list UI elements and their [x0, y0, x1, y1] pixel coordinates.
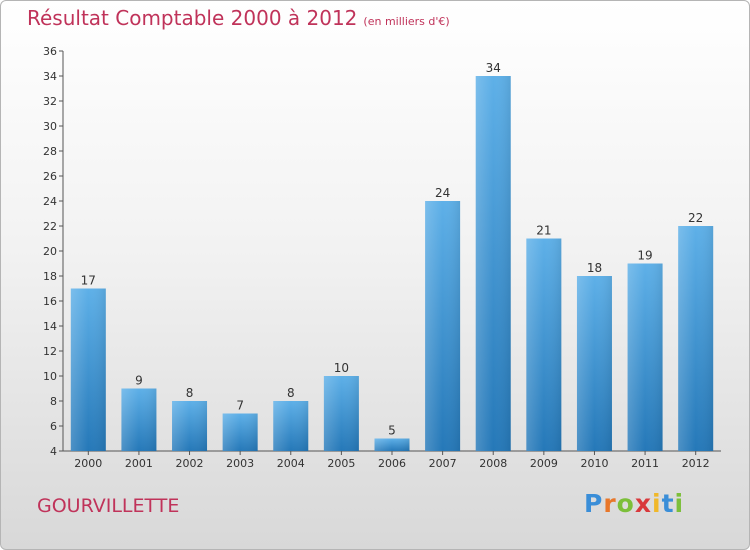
data-label: 19 — [637, 249, 652, 263]
y-tick-label: 8 — [50, 395, 57, 408]
bar-shade-2003 — [222, 413, 258, 451]
data-label: 24 — [435, 186, 450, 200]
bar-chart: 4 6 8 10 12 14 16 18 20 22 24 26 28 30 32 34 36 2000 2001 2… — [43, 45, 721, 470]
bar-shade-2008 — [475, 76, 511, 451]
data-label: 9 — [135, 374, 143, 388]
y-tick-label: 20 — [43, 245, 57, 258]
data-label: 17 — [81, 274, 96, 288]
bar-shade-2002 — [172, 401, 208, 451]
data-labels: 17 9 8 7 8 10 5 24 34 21 18 19 22 — [81, 61, 704, 438]
y-tick-label: 26 — [43, 170, 57, 183]
bar-shade-2001 — [121, 388, 157, 451]
logo-letter: x — [634, 489, 652, 518]
y-tick-label: 16 — [43, 295, 57, 308]
x-tick-label: 2001 — [125, 457, 153, 470]
data-label: 10 — [334, 361, 349, 375]
bar-shade-2010 — [576, 276, 612, 451]
x-tick-label: 2006 — [378, 457, 406, 470]
x-tick-label: 2004 — [277, 457, 305, 470]
bar-shade-2009 — [526, 238, 562, 451]
y-tick-label: 18 — [43, 270, 57, 283]
logo-letter: i — [652, 489, 662, 518]
y-tick-label: 30 — [43, 120, 57, 133]
data-label: 18 — [587, 261, 602, 275]
x-tick-label: 2000 — [74, 457, 102, 470]
x-tick-label: 2012 — [682, 457, 710, 470]
chart-unit: (en milliers d'€) — [363, 15, 450, 28]
bar-shade-2007 — [425, 201, 461, 451]
x-tick-label: 2011 — [631, 457, 659, 470]
bar-shade-2011 — [627, 263, 663, 451]
y-tick-label: 24 — [43, 195, 57, 208]
data-label: 34 — [486, 61, 501, 75]
logo-letter: r — [603, 489, 617, 518]
y-tick-label: 34 — [43, 70, 57, 83]
data-label: 7 — [236, 399, 244, 413]
x-tick-label: 2003 — [226, 457, 254, 470]
bar-shade-2000 — [70, 288, 106, 451]
x-tick-label: 2007 — [429, 457, 457, 470]
data-label: 8 — [186, 386, 194, 400]
bar-shade-2004 — [273, 401, 309, 451]
y-tick-label: 14 — [43, 320, 57, 333]
data-label: 22 — [688, 211, 703, 225]
y-tick-label: 28 — [43, 145, 57, 158]
data-label: 5 — [388, 424, 396, 438]
data-label: 8 — [287, 386, 295, 400]
x-tick-label: 2010 — [580, 457, 608, 470]
y-tick-label: 36 — [43, 45, 57, 58]
logo-letter: o — [616, 489, 635, 518]
y-tick-label: 32 — [43, 95, 57, 108]
logo-letter: P — [584, 489, 604, 518]
chart-title: Résultat Comptable 2000 à 2012 — [27, 6, 358, 30]
x-tick-label: 2005 — [327, 457, 355, 470]
proxiti-logo: Proxiti — [584, 489, 684, 518]
y-tick-label: 4 — [50, 445, 57, 458]
bars — [70, 76, 714, 451]
bar-shade-2005 — [323, 376, 359, 451]
x-tick-label: 2008 — [479, 457, 507, 470]
x-tick-label: 2009 — [530, 457, 558, 470]
logo-letter: t — [661, 489, 675, 518]
data-label: 21 — [536, 224, 551, 238]
bar-shade-2012 — [678, 226, 714, 451]
y-tick-label: 12 — [43, 345, 57, 358]
x-tick-label: 2002 — [176, 457, 204, 470]
chart-title-block: Résultat Comptable 2000 à 2012 (en millie… — [27, 6, 450, 30]
y-tick-label: 22 — [43, 220, 57, 233]
axes: 4 6 8 10 12 14 16 18 20 22 24 26 28 30 32 34 36 2000 2001 2… — [43, 45, 721, 470]
commune-name: GOURVILLETTE — [37, 495, 180, 517]
y-tick-label: 6 — [50, 420, 57, 433]
logo-letter: i — [674, 489, 685, 518]
y-tick-label: 10 — [43, 370, 57, 383]
bar-shade-2006 — [374, 438, 410, 451]
